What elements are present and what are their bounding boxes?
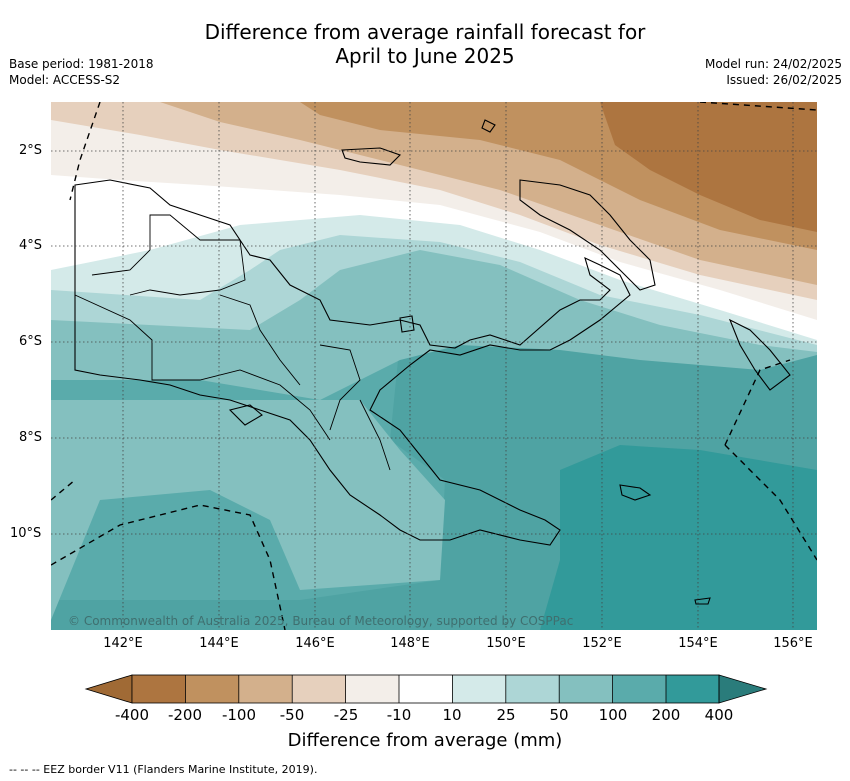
colorbar-tick-6: -10 <box>386 706 412 724</box>
colorbar-tick-11: 200 <box>651 706 681 724</box>
band-50-100-south <box>51 400 445 620</box>
model-name: Model: ACCESS-S2 <box>9 73 121 87</box>
colorbar-extend-high <box>718 674 768 704</box>
copyright-notice: © Commonwealth of Australia 2025, Bureau… <box>68 614 574 628</box>
model-run: Model run: 24/02/2025 <box>704 57 842 71</box>
colorbar-dividers <box>184 675 667 703</box>
colorbar-seg-8 <box>505 675 560 703</box>
colorbar-outline <box>131 674 720 704</box>
colorbar-title: Difference from average (mm) <box>287 730 563 751</box>
colorbar-seg-1 <box>132 675 186 703</box>
lon-label-156e: 156°E <box>773 636 813 651</box>
colorbar-tick-12: 400 <box>704 706 734 724</box>
lon-label-146e: 146°E <box>295 636 335 651</box>
meta-right: Model run: 24/02/2025 Issued: 26/02/2025 <box>705 56 842 88</box>
colorbar-tick-3: -100 <box>221 706 257 724</box>
eez-footnote: -- -- -- EEZ border V11 (Flanders Marine… <box>9 763 318 776</box>
eez-borders <box>51 102 817 630</box>
lon-label-152e: 152°E <box>582 636 622 651</box>
colorbar-tick-1: -400 <box>114 706 150 724</box>
issued-date: Issued: 26/02/2025 <box>726 73 842 87</box>
colorbar-extend-low <box>84 674 133 704</box>
colorbar-tick-8: 25 <box>496 706 516 724</box>
colorbar-tick-5: -25 <box>333 706 359 724</box>
coastlines <box>74 119 791 605</box>
map-title: Difference from average rainfall forecas… <box>0 20 850 68</box>
lat-label-2s: 2°S <box>19 143 43 158</box>
bougainville-coast <box>728 318 791 391</box>
lon-label-148e: 148°E <box>390 636 430 651</box>
new-ireland-coast <box>341 147 402 166</box>
colorbar-tick-2: -200 <box>167 706 203 724</box>
colorbar-tick-9: 50 <box>549 706 569 724</box>
islet-1 <box>481 119 496 133</box>
lat-label-8s: 8°S <box>19 430 43 445</box>
colorbar-seg-7 <box>452 675 506 703</box>
lon-label-154e: 154°E <box>678 636 718 651</box>
lon-label-144e: 144°E <box>199 636 239 651</box>
lat-label-10s: 10°S <box>10 526 42 541</box>
lon-label-142e: 142°E <box>103 636 143 651</box>
colorbar-tick-10: 100 <box>598 706 628 724</box>
title-line-1: Difference from average rainfall forecas… <box>204 20 646 44</box>
islet-2 <box>619 484 652 501</box>
lon-label-150e: 150°E <box>486 636 526 651</box>
islet-3 <box>228 404 263 426</box>
band-minus-200-400 <box>600 102 817 232</box>
province-borders <box>74 185 391 471</box>
colorbar-seg-3 <box>238 675 293 703</box>
colorbar-tick-4: -50 <box>279 706 305 724</box>
islet-4 <box>399 315 415 333</box>
band-200-400 <box>540 445 817 630</box>
colorbar-seg-5 <box>345 675 399 703</box>
rainfall-field <box>51 102 817 630</box>
meta-left: Base period: 1981-2018 Model: ACCESS-S2 <box>9 56 154 88</box>
colorbar-seg-4 <box>292 675 346 703</box>
base-period: Base period: 1981-2018 <box>9 57 154 71</box>
colorbar <box>84 674 768 704</box>
png-mainland-coast <box>74 179 631 546</box>
graticule <box>51 102 817 630</box>
colorbar-tick-7: 10 <box>442 706 462 724</box>
lat-label-4s: 4°S <box>19 238 43 253</box>
colorbar-seg-9 <box>559 675 613 703</box>
title-line-2: April to June 2025 <box>335 44 515 68</box>
colorbar-seg-2 <box>185 675 239 703</box>
new-britain-coast <box>519 179 656 291</box>
colorbar-seg-10 <box>612 675 666 703</box>
colorbar-seg-6 <box>399 675 453 703</box>
lat-label-6s: 6°S <box>19 334 43 349</box>
colorbar-seg-11 <box>666 675 719 703</box>
islet-5 <box>694 597 711 605</box>
